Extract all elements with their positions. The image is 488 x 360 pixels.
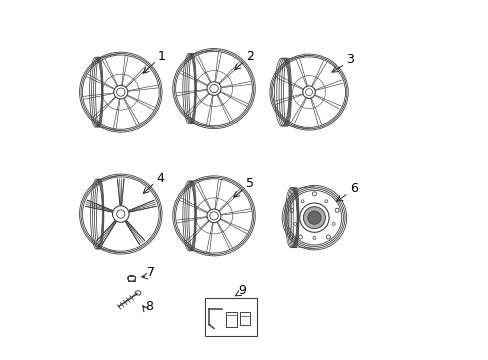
Text: 8: 8 bbox=[145, 300, 153, 313]
Bar bbox=[204, 298, 257, 336]
Bar bbox=[128, 276, 135, 281]
Text: 2: 2 bbox=[245, 50, 253, 63]
Text: 1: 1 bbox=[158, 50, 165, 63]
Text: 4: 4 bbox=[156, 172, 164, 185]
Text: 5: 5 bbox=[245, 177, 253, 190]
Text: 3: 3 bbox=[346, 53, 353, 66]
Ellipse shape bbox=[303, 207, 325, 229]
Bar bbox=[239, 312, 249, 325]
Text: 7: 7 bbox=[147, 266, 155, 279]
Text: 6: 6 bbox=[349, 183, 357, 195]
Text: 9: 9 bbox=[238, 284, 245, 297]
Bar bbox=[225, 311, 236, 327]
Ellipse shape bbox=[307, 211, 321, 224]
